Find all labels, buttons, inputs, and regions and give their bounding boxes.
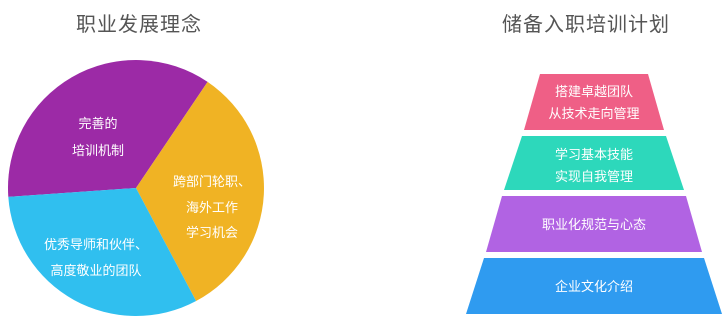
pyramid-level-4 [466,258,722,314]
philosophy-title: 职业发展理念 [76,12,202,36]
pyramid-level-4-line1: 企业文化介绍 [555,279,633,295]
pyramid-level-3-line1: 职业化规范与心态 [542,218,646,233]
pie-segment-rotation [136,81,264,302]
pyramid-level-1-line1: 搭建卓越团队 [555,84,633,100]
philosophy-pie: 完善的 培训机制 跨部门轮职、 海外工作 学习机会 优秀导师和伙伴、 高度敬业的… [7,59,264,316]
pie-label-rotation-line1: 跨部门轮职、 [173,175,251,190]
pie-label-rotation-line3: 学习机会 [186,225,238,241]
onboarding-plan-title: 储备入职培训计划 [502,12,670,36]
pie-segment-mentors [8,188,197,316]
onboarding-pyramid: 搭建卓越团队 从技术走向管理 学习基本技能 实现自我管理 职业化规范与心态 企业… [466,74,722,314]
pyramid-level-2-line2: 实现自我管理 [555,170,633,185]
pie-label-rotation-line2: 海外工作 [186,201,238,216]
pyramid-level-2-line1: 学习基本技能 [555,147,633,163]
pie-label-mentors-line2: 高度敬业的团队 [50,263,141,279]
pie-label-mentors-line1: 优秀导师和伙伴、 [44,238,148,253]
pie-label-training-line2: 培训机制 [72,143,124,159]
pyramid-level-1 [524,74,664,130]
pyramid-level-3 [486,196,702,252]
pie-label-training-line1: 完善的 [78,116,117,132]
pyramid-level-1-line2: 从技术走向管理 [548,106,639,122]
pyramid-level-2 [504,136,684,190]
pie-segment-training [7,59,208,197]
